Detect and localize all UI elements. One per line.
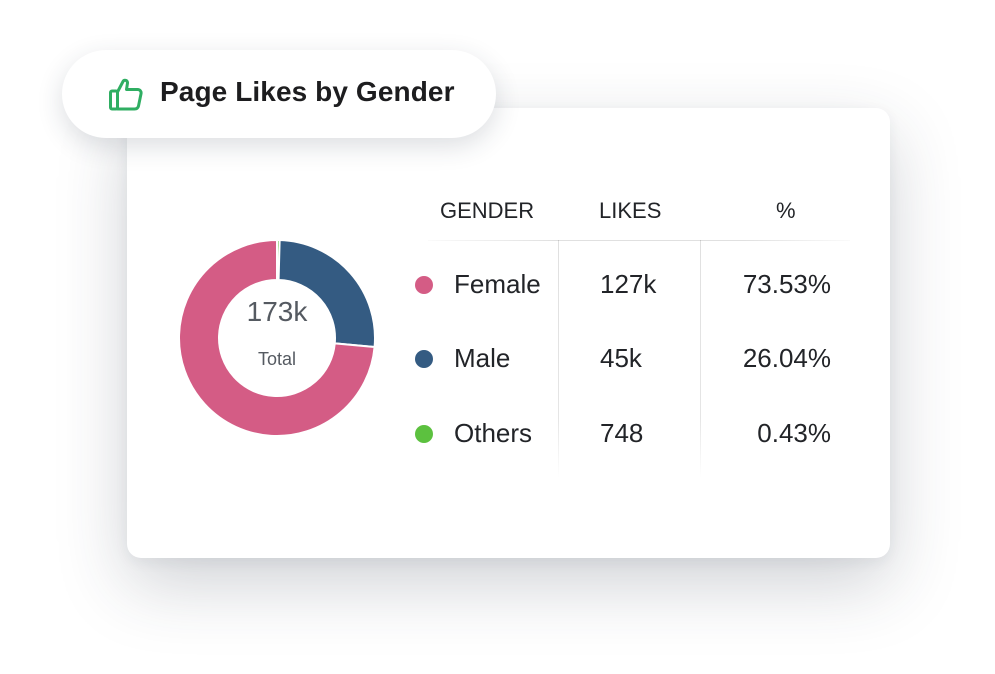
likes-value: 127k: [600, 269, 657, 299]
percent-value: 73.53%: [742, 269, 831, 299]
column-divider: [700, 240, 701, 478]
percent-value: 0.43%: [757, 418, 831, 448]
percent-value: 26.04%: [742, 343, 831, 373]
table-row: Female 127k 73.53%: [0, 265, 995, 305]
thumbs-up-icon: [109, 78, 143, 111]
header-gender: GENDER: [440, 198, 535, 223]
column-divider: [558, 240, 559, 478]
donut-total-value: 173k: [246, 296, 308, 327]
likes-value: 748: [600, 418, 644, 448]
likes-value: 45k: [600, 343, 642, 373]
legend-dot-female: [415, 276, 433, 294]
donut-chart: [178, 238, 376, 437]
header-percent: %: [776, 198, 796, 223]
header-divider: [428, 240, 850, 241]
legend-dot-others: [415, 425, 433, 443]
title-pill: Page Likes by Gender: [62, 50, 496, 138]
legend-dot-male: [415, 350, 433, 368]
gender-label: Female: [454, 269, 541, 299]
donut-slice-female: [178, 238, 376, 437]
chart-title: Page Likes by Gender: [160, 76, 455, 107]
table-row: Male 45k 26.04%: [0, 339, 995, 379]
donut-slice-male: [277, 239, 376, 349]
chart-card: [127, 108, 890, 558]
gender-label: Male: [454, 343, 511, 373]
donut-total-label: Total: [257, 349, 297, 369]
header-likes: LIKES: [599, 198, 662, 223]
table-row: Others 748 0.43%: [0, 414, 995, 454]
gender-label: Others: [454, 418, 533, 448]
